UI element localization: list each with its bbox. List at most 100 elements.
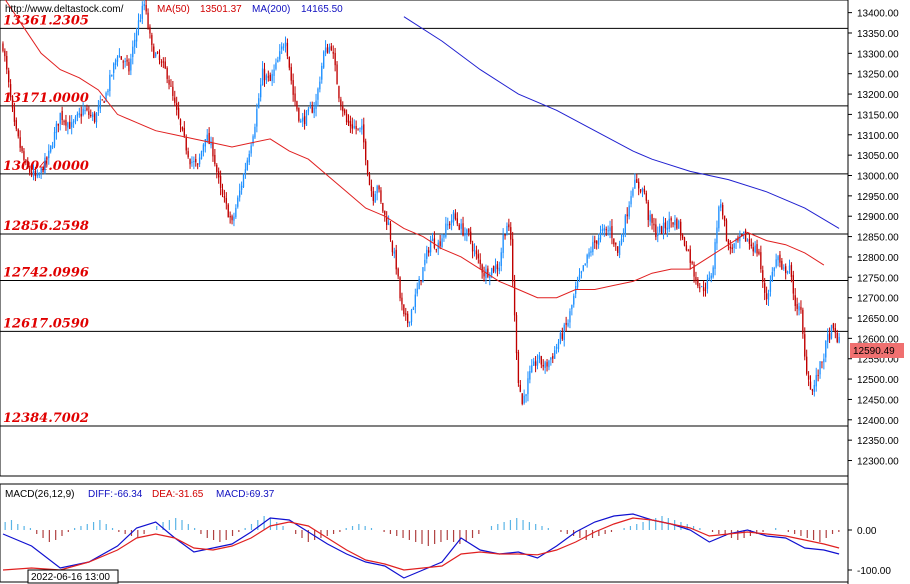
candle-body bbox=[260, 84, 262, 98]
candle-body bbox=[218, 171, 220, 178]
candle-body bbox=[714, 242, 716, 269]
candle-body bbox=[72, 120, 75, 123]
candle-body bbox=[250, 145, 252, 154]
candle-body bbox=[65, 120, 67, 126]
candle-body bbox=[420, 280, 422, 282]
candle-body bbox=[30, 172, 33, 176]
candle-body bbox=[246, 160, 248, 170]
candle-body bbox=[366, 160, 369, 175]
candle-body bbox=[580, 271, 583, 274]
candle-body bbox=[666, 227, 668, 230]
candle-body bbox=[155, 53, 157, 57]
candle-body bbox=[181, 126, 184, 130]
candle-body bbox=[200, 151, 203, 160]
candle-body bbox=[355, 126, 357, 129]
candle-body bbox=[4, 50, 6, 57]
candle-body bbox=[69, 121, 71, 129]
candle-body bbox=[244, 169, 247, 175]
candle-body bbox=[825, 340, 827, 358]
candle-body bbox=[143, 4, 145, 7]
macd-label: MACD(26,12,9) bbox=[5, 489, 74, 500]
source-url[interactable]: http://www.deltastock.com/ bbox=[5, 4, 124, 15]
candle-body bbox=[80, 113, 82, 117]
candle-body bbox=[651, 214, 653, 223]
price-tick-label: 13300.00 bbox=[857, 49, 899, 60]
candle-body bbox=[338, 86, 340, 99]
candle-body bbox=[601, 229, 604, 232]
candle-body bbox=[223, 196, 226, 198]
candle-body bbox=[340, 99, 342, 106]
candle-body bbox=[25, 161, 27, 163]
candle-body bbox=[773, 267, 775, 272]
candle-body bbox=[454, 213, 457, 219]
candle-body bbox=[674, 220, 676, 226]
price-panel-frame bbox=[0, 0, 849, 477]
candle-body bbox=[179, 119, 182, 126]
candle-body bbox=[796, 304, 798, 309]
candle-body bbox=[599, 232, 602, 240]
candle-body bbox=[116, 57, 119, 62]
candle-body bbox=[764, 283, 766, 293]
candle-body bbox=[384, 210, 386, 215]
candle-body bbox=[760, 252, 762, 270]
candle-body bbox=[534, 361, 537, 366]
candle-body bbox=[395, 249, 397, 270]
candle-body bbox=[622, 234, 625, 237]
candle-body bbox=[166, 67, 168, 79]
candle-body bbox=[342, 106, 344, 112]
level-label: 12384.7002 bbox=[3, 411, 89, 426]
candle-body bbox=[838, 336, 840, 343]
candle-body bbox=[485, 269, 487, 279]
candle-body bbox=[109, 74, 111, 91]
macd-value-label: MACD: bbox=[216, 489, 248, 500]
candle-body bbox=[517, 352, 520, 383]
candle-body bbox=[290, 67, 292, 81]
candle-body bbox=[428, 250, 430, 253]
candle-body bbox=[645, 193, 647, 201]
candle-body bbox=[147, 12, 149, 29]
candle-body bbox=[288, 56, 290, 68]
ma200-label: MA(200) bbox=[252, 4, 290, 15]
macd-value: -69.37 bbox=[246, 489, 275, 500]
candle-body bbox=[827, 334, 829, 342]
candle-body bbox=[722, 204, 724, 216]
candle-body bbox=[653, 223, 655, 226]
macd-axis-ticks: 0.00 -100.00 bbox=[848, 526, 891, 577]
price-tick-label: 13000.00 bbox=[857, 171, 899, 182]
candle-body bbox=[191, 161, 193, 164]
candle-body bbox=[678, 220, 680, 229]
candle-body bbox=[303, 116, 306, 125]
candle-body bbox=[42, 168, 44, 173]
candle-body bbox=[88, 111, 90, 116]
candle-body bbox=[156, 52, 159, 54]
candle-body bbox=[777, 256, 779, 261]
candle-body bbox=[659, 226, 661, 232]
ma50-label: MA(50) bbox=[157, 4, 190, 15]
candle-body bbox=[424, 259, 426, 266]
candle-body bbox=[492, 266, 495, 272]
candle-body bbox=[519, 384, 521, 392]
candle-body bbox=[576, 281, 579, 288]
price-tick-label: 13100.00 bbox=[857, 131, 899, 142]
candle-body bbox=[393, 251, 395, 254]
candle-body bbox=[756, 244, 758, 254]
candle-body bbox=[596, 240, 598, 244]
candle-body bbox=[328, 46, 331, 53]
candle-body bbox=[279, 51, 281, 60]
candle-body bbox=[525, 394, 527, 397]
candle-body bbox=[630, 196, 632, 205]
candle-body bbox=[578, 274, 581, 281]
candle-body bbox=[641, 188, 644, 191]
candle-body bbox=[744, 230, 747, 242]
candle-body bbox=[597, 237, 600, 245]
price-badge: 12590.49 bbox=[853, 346, 895, 357]
candle-body bbox=[44, 157, 46, 174]
candle-body bbox=[34, 170, 37, 177]
candle-body bbox=[550, 357, 552, 360]
candle-body bbox=[40, 168, 42, 173]
candle-body bbox=[552, 356, 554, 359]
candle-body bbox=[231, 216, 233, 221]
candle-body bbox=[141, 5, 143, 19]
candle-body bbox=[775, 259, 777, 267]
price-tick-label: 12800.00 bbox=[857, 253, 899, 264]
